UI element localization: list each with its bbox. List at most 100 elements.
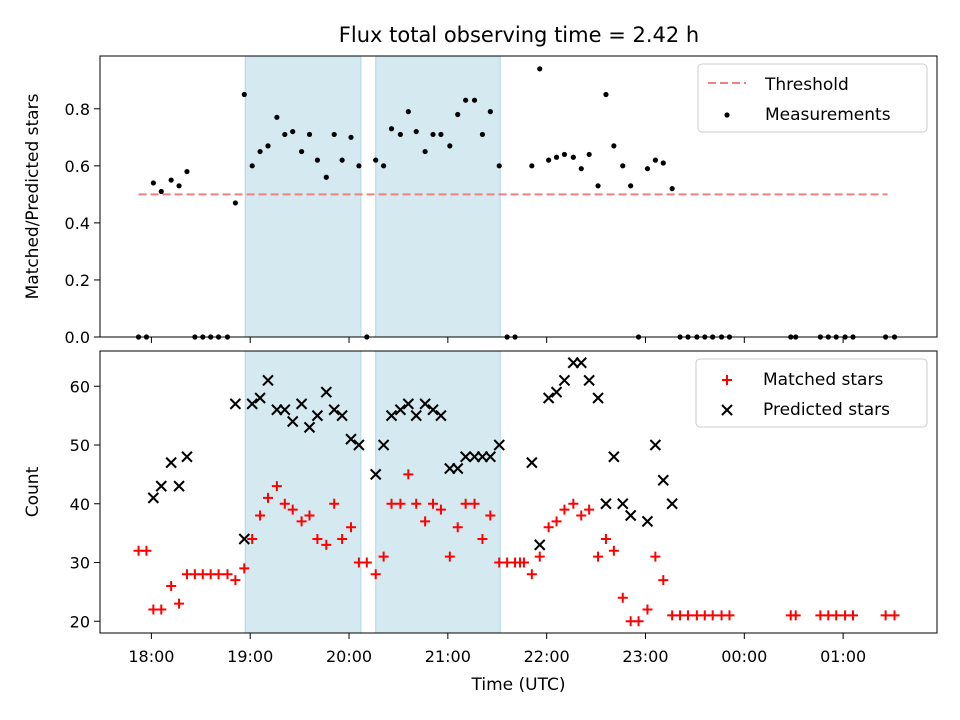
measurement-point xyxy=(438,131,444,138)
measurement-point xyxy=(381,163,387,169)
count-legend: Matched stars Predicted stars xyxy=(695,358,928,428)
matched-star-point xyxy=(395,498,406,509)
matched-star-point xyxy=(247,534,258,544)
observing-intervals-bottom xyxy=(244,350,501,634)
measurement-point xyxy=(397,131,404,138)
y-tick-label: 30 xyxy=(70,554,90,573)
measurement-point xyxy=(168,177,174,183)
measurement-point xyxy=(628,183,634,189)
observing-intervals-top xyxy=(244,55,501,338)
predicted-star-point xyxy=(410,409,422,422)
predicted-star-point xyxy=(254,392,266,404)
predicted-star-point xyxy=(649,439,662,451)
measurement-point xyxy=(274,114,280,120)
matched-star-point xyxy=(346,522,357,533)
ratio-y-ticks: 0.0 0.2 0.4 0.6 0.8 xyxy=(65,100,100,347)
matched-star-point xyxy=(141,545,152,556)
ratio-x-ticks xyxy=(150,337,844,343)
matched-star-point xyxy=(222,569,233,580)
measurement-point xyxy=(184,168,190,175)
matched-star-point xyxy=(230,575,241,586)
measurement-point xyxy=(447,143,453,149)
y-tick-label: 60 xyxy=(70,377,90,396)
matched-star-point xyxy=(255,510,266,521)
measurement-point xyxy=(463,97,469,103)
measurement-point xyxy=(232,200,238,206)
matched-star-point xyxy=(485,510,496,521)
matched-star-point xyxy=(608,545,619,556)
legend-measurements-label: Measurements xyxy=(765,105,891,125)
predicted-star-point xyxy=(295,398,308,410)
predicted-star-point xyxy=(246,398,258,410)
y-tick-label: 0.4 xyxy=(65,214,90,233)
predicted-star-point xyxy=(279,404,291,416)
matched-star-point xyxy=(304,510,315,521)
predicted-star-point xyxy=(427,404,439,416)
matched-star-point xyxy=(724,610,735,621)
y-tick-label: 0.2 xyxy=(65,271,90,290)
matched-star-point xyxy=(576,510,587,521)
predicted-star-point xyxy=(181,451,193,463)
predicted-star-point xyxy=(173,480,185,492)
measurement-point xyxy=(537,66,543,72)
predicted-star-point xyxy=(262,374,274,387)
measurement-point xyxy=(373,157,379,163)
matched-star-point xyxy=(174,598,185,609)
measurement-point xyxy=(586,151,592,158)
predicted-star-point xyxy=(484,451,497,463)
matched-star-point xyxy=(584,504,595,515)
measurement-point xyxy=(257,148,263,155)
matched-star-point xyxy=(420,516,431,527)
predicted-star-point xyxy=(583,374,595,387)
predicted-star-point xyxy=(657,474,669,486)
observing-interval xyxy=(375,55,501,338)
ratio-panel: 0.00.20.40.60.8 Matched/Predicted stars … xyxy=(23,55,938,347)
matched-star-point xyxy=(551,516,562,527)
matched-star-point xyxy=(600,534,611,544)
y-tick-label: 0.6 xyxy=(65,157,90,176)
matched-star-point xyxy=(518,557,529,568)
matched-star-point xyxy=(460,498,471,509)
count-points xyxy=(133,357,900,627)
predicted-star-point xyxy=(666,498,678,510)
matched-star-point xyxy=(534,551,545,562)
matched-star-point xyxy=(296,516,307,527)
predicted-star-point xyxy=(419,398,431,410)
x-tick-label: 19:00 xyxy=(227,647,273,666)
measurement-point xyxy=(603,91,609,98)
matched-star-point xyxy=(370,569,381,580)
measurement-point xyxy=(578,166,584,172)
predicted-star-point xyxy=(303,421,316,434)
predicted-star-point xyxy=(377,439,390,451)
matched-star-point xyxy=(682,610,693,621)
matched-star-point xyxy=(880,610,891,621)
matched-star-point xyxy=(593,551,604,562)
predicted-star-point xyxy=(534,539,546,551)
ratio-panel-frame xyxy=(99,55,938,338)
measurement-point xyxy=(553,154,560,160)
count-panel: 20 30 40 50 60 18:00 19:00 20:00 21:00 22:00 23:0… xyxy=(23,350,938,695)
count-panel-frame xyxy=(99,350,938,634)
matched-star-point xyxy=(262,492,273,503)
predicted-star-point xyxy=(369,468,382,481)
measurement-point xyxy=(331,131,337,138)
count-x-ticks: 18:00 19:00 20:00 21:00 22:00 23:00 00:00 01:00 xyxy=(128,633,866,666)
predicted-star-point xyxy=(575,357,587,369)
measurement-point xyxy=(620,163,626,169)
measurement-point xyxy=(595,183,601,189)
matched-star-point xyxy=(213,569,224,580)
matched-star-point xyxy=(650,551,661,562)
predicted-star-point xyxy=(345,433,357,445)
matched-star-point xyxy=(279,498,290,509)
measurement-point xyxy=(405,109,411,115)
ratio-legend: Threshold Measurements xyxy=(697,63,928,133)
x-tick-label: 22:00 xyxy=(524,647,570,666)
measurement-point xyxy=(660,160,666,166)
predicted-star-point xyxy=(600,498,612,510)
measurement-point xyxy=(487,109,493,115)
measurement-point xyxy=(455,111,461,118)
matched-star-point xyxy=(568,498,579,509)
measurement-point xyxy=(348,134,354,140)
legend-matched-swatch xyxy=(722,375,732,385)
x-tick-label: 18:00 xyxy=(128,647,174,666)
